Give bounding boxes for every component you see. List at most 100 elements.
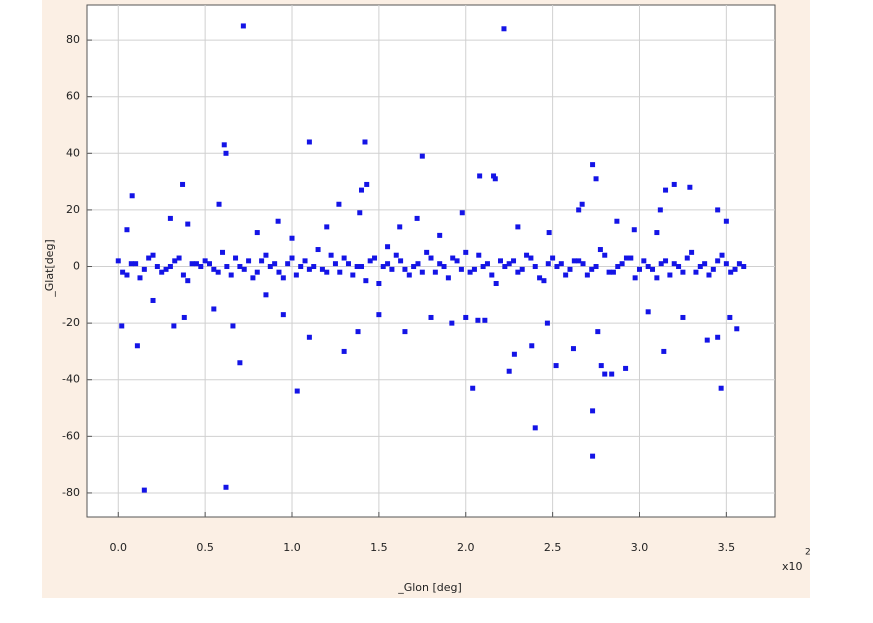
scatter-point <box>710 266 716 272</box>
scatter-point <box>337 269 343 275</box>
scatter-point <box>727 314 733 320</box>
scatter-point <box>367 258 373 264</box>
scatter-point <box>597 247 603 253</box>
scatter-point <box>684 255 690 261</box>
scatter-point <box>221 142 227 148</box>
scatter-point <box>576 207 582 213</box>
scatter-point <box>558 261 564 267</box>
scatter-point <box>723 261 729 267</box>
x-axis-label: _Glon [deg] <box>397 581 462 594</box>
scatter-point <box>458 266 464 272</box>
scatter-point <box>137 275 143 281</box>
scatter-point <box>506 261 512 267</box>
scatter-point <box>524 252 530 258</box>
scatter-point <box>511 258 517 264</box>
scatter-point <box>428 255 434 261</box>
scatter-point <box>428 314 434 320</box>
scatter-point <box>293 272 299 278</box>
scatter-point <box>580 261 586 267</box>
scatter-point <box>482 317 488 323</box>
scatter-point <box>667 272 673 278</box>
scatter-point <box>519 266 525 272</box>
y-tick-label: 0 <box>73 260 80 273</box>
scatter-point <box>470 385 476 391</box>
scatter-point <box>141 266 147 272</box>
scatter-point <box>576 258 582 264</box>
scatter-point <box>704 337 710 343</box>
scatter-point <box>475 317 481 323</box>
scatter-point <box>306 334 312 340</box>
scatter-point <box>706 272 712 278</box>
scatter-point <box>357 210 363 216</box>
scatter-point <box>471 266 477 272</box>
y-tick-label: -20 <box>62 316 80 329</box>
scatter-point <box>263 292 269 298</box>
x-tick-label: 1.5 <box>370 541 388 554</box>
scatter-point <box>693 269 699 275</box>
scatter-point <box>241 266 247 272</box>
scatter-point <box>376 312 382 318</box>
scatter-point <box>544 320 550 326</box>
scatter-point <box>176 255 182 261</box>
scatter-point <box>546 230 552 236</box>
scatter-point <box>641 258 647 264</box>
scatter-point <box>584 272 590 278</box>
scatter-point <box>306 266 312 272</box>
scatter-point <box>350 272 356 278</box>
scatter-point <box>515 224 521 230</box>
scatter-point <box>463 314 469 320</box>
scatter-point <box>631 227 637 233</box>
scatter-point <box>493 281 499 287</box>
scatter-point <box>702 261 708 267</box>
scatter-point <box>259 258 265 264</box>
scatter-point <box>364 181 370 187</box>
scatter-point <box>263 252 269 258</box>
scatter-point <box>593 176 599 182</box>
scatter-point <box>590 162 596 168</box>
scatter-point <box>141 487 147 493</box>
scatter-point <box>454 258 460 264</box>
scatter-point <box>272 261 278 267</box>
scatter-point <box>230 323 236 329</box>
scatter-point <box>397 224 403 230</box>
scatter-point <box>133 261 139 267</box>
scatter-point <box>159 269 165 275</box>
scatter-point <box>602 252 608 258</box>
scatter-point <box>545 261 551 267</box>
scatter-point <box>359 264 365 270</box>
scatter-point <box>324 269 330 275</box>
scatter-point <box>216 201 222 207</box>
x-tick-label: 2.5 <box>544 541 562 554</box>
scatter-point <box>211 306 217 312</box>
scatter-point <box>636 266 642 272</box>
scatter-point <box>432 269 438 275</box>
scatter-point <box>167 215 173 221</box>
scatter-point <box>645 309 651 315</box>
scatter-point <box>385 261 391 267</box>
scatter-point <box>593 264 599 270</box>
scatter-point <box>734 326 740 332</box>
scatter-point <box>246 258 252 264</box>
x-multiplier-exponent: 2 <box>805 548 811 558</box>
x-tick-label: 0.0 <box>110 541 128 554</box>
scatter-point <box>363 278 369 284</box>
scatter-point <box>223 484 229 490</box>
scatter-point <box>606 269 612 275</box>
scatter-point <box>661 348 667 354</box>
scatter-point <box>267 264 273 270</box>
scatter-point <box>532 425 538 431</box>
x-tick-label: 1.0 <box>283 541 301 554</box>
scatter-point <box>537 275 543 281</box>
scatter-point <box>402 266 408 272</box>
scatter-point <box>124 272 130 278</box>
scatter-point <box>211 266 217 272</box>
scatter-point <box>715 258 721 264</box>
scatter-point <box>489 272 495 278</box>
scatter-point <box>590 408 596 414</box>
scatter-point <box>715 207 721 213</box>
scatter-point <box>492 176 498 182</box>
y-axis-label: _Glat[deg] <box>43 239 56 297</box>
scatter-point <box>579 201 585 207</box>
scatter-point <box>223 150 229 156</box>
